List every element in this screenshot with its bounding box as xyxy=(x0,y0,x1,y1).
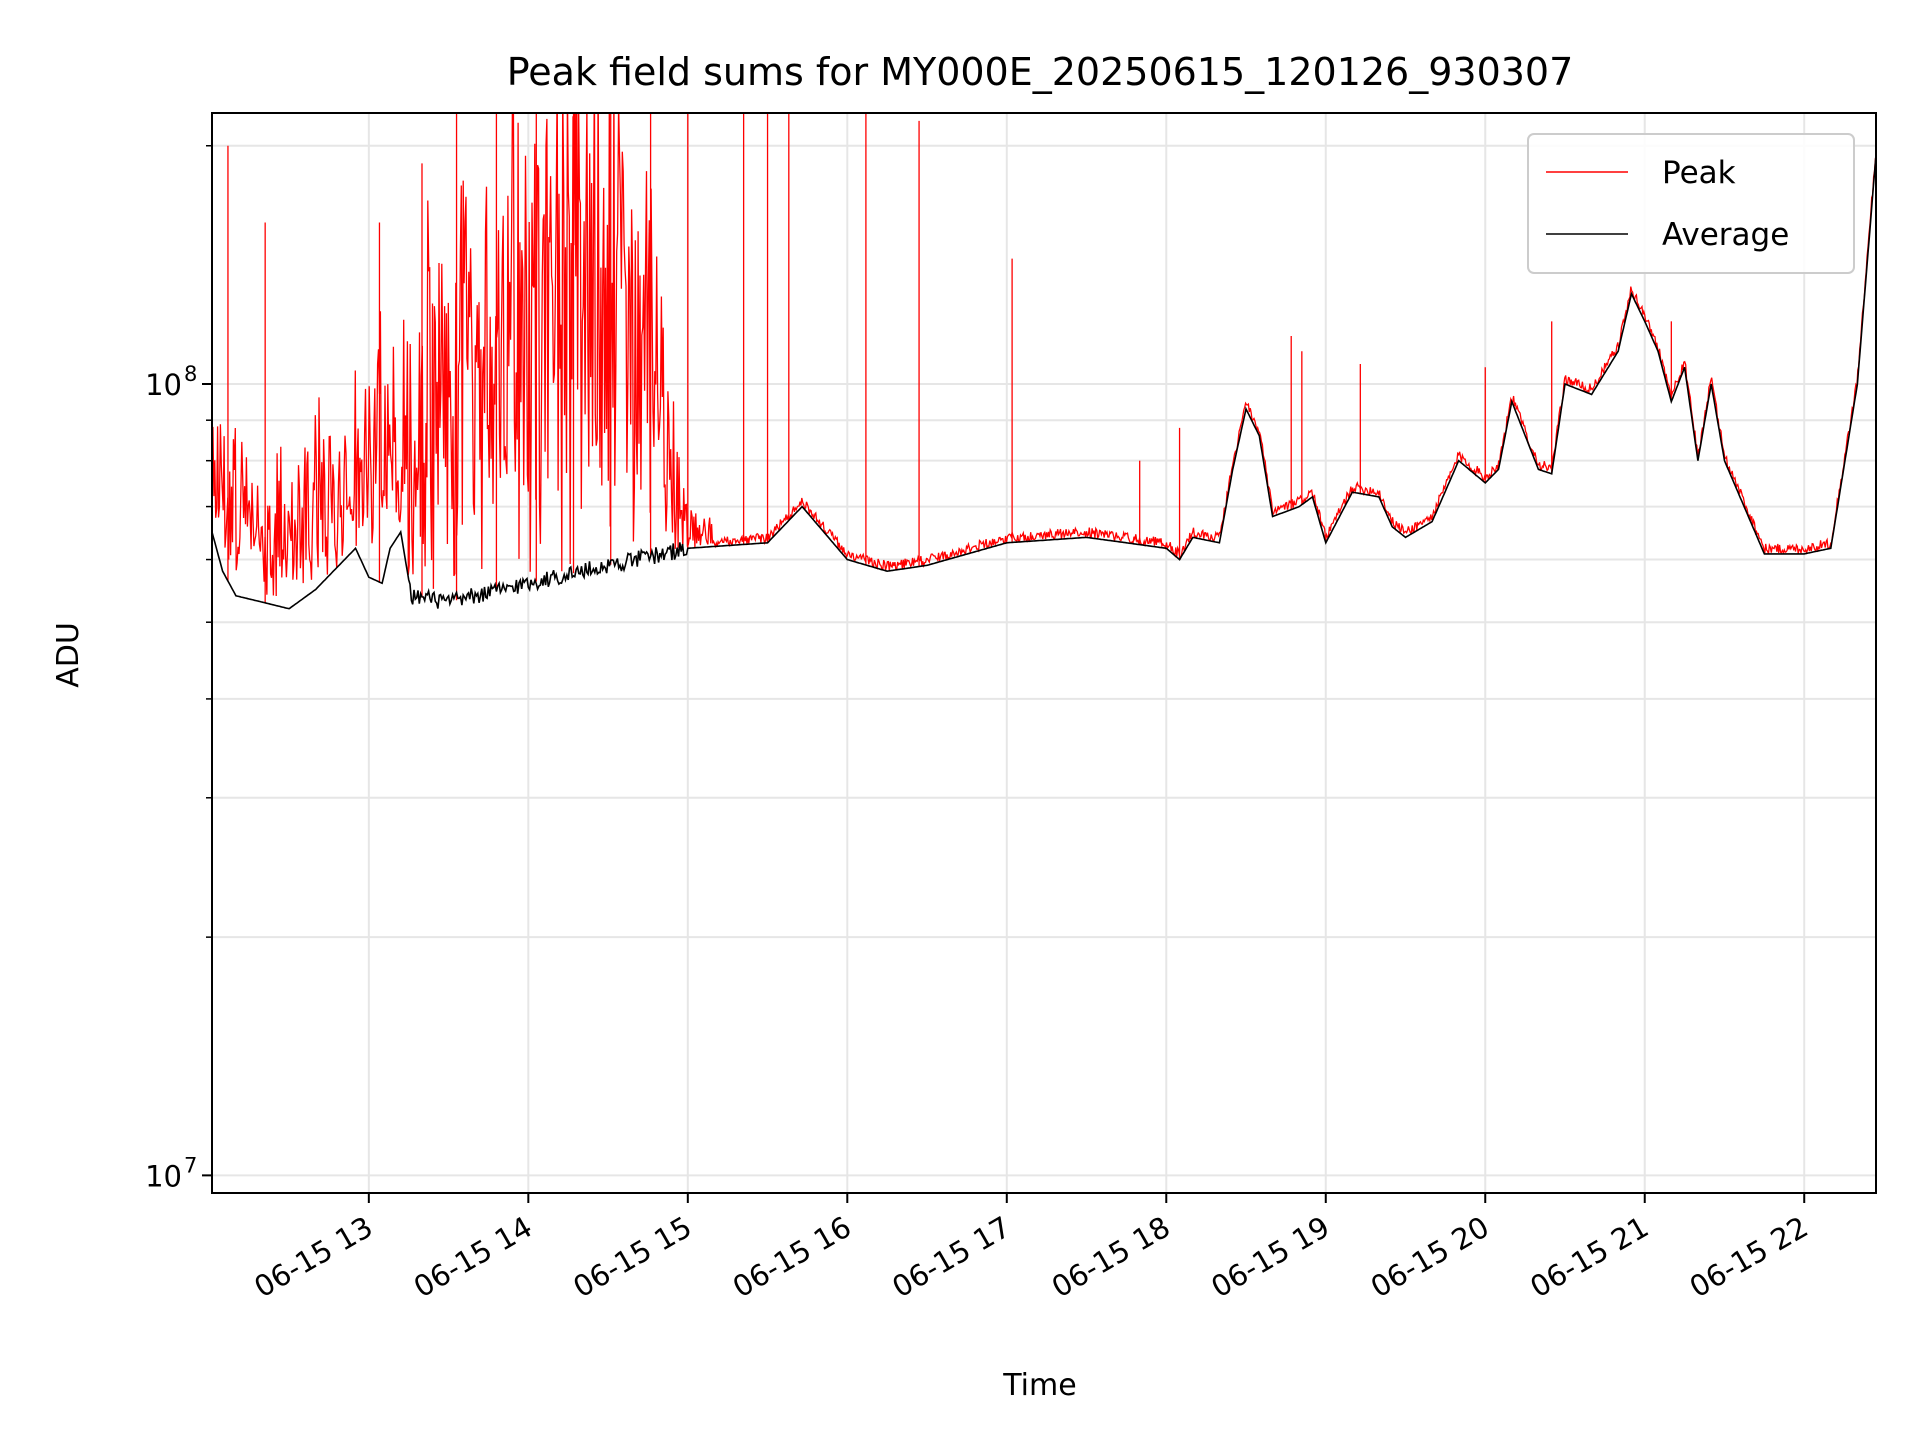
y-tick-label: 10 xyxy=(145,1159,182,1193)
series-group xyxy=(212,113,1876,610)
y-axis-label: ADU xyxy=(51,622,86,688)
y-tick-exponent: 7 xyxy=(184,1153,197,1177)
series-peak-line xyxy=(212,113,1876,597)
x-axis-label: Time xyxy=(1002,1368,1076,1403)
legend: Peak Average xyxy=(1527,133,1855,274)
y-tick-label: 10 xyxy=(145,368,182,402)
chart-title: Peak field sums for MY000E_20250615_1201… xyxy=(507,50,1574,94)
legend-label: Peak xyxy=(1662,155,1736,191)
series-average-line xyxy=(212,154,1876,610)
plot-frame xyxy=(211,112,1877,1194)
y-tick-exponent: 8 xyxy=(184,362,197,386)
legend-label: Average xyxy=(1662,217,1789,253)
legend-box xyxy=(1527,133,1855,274)
